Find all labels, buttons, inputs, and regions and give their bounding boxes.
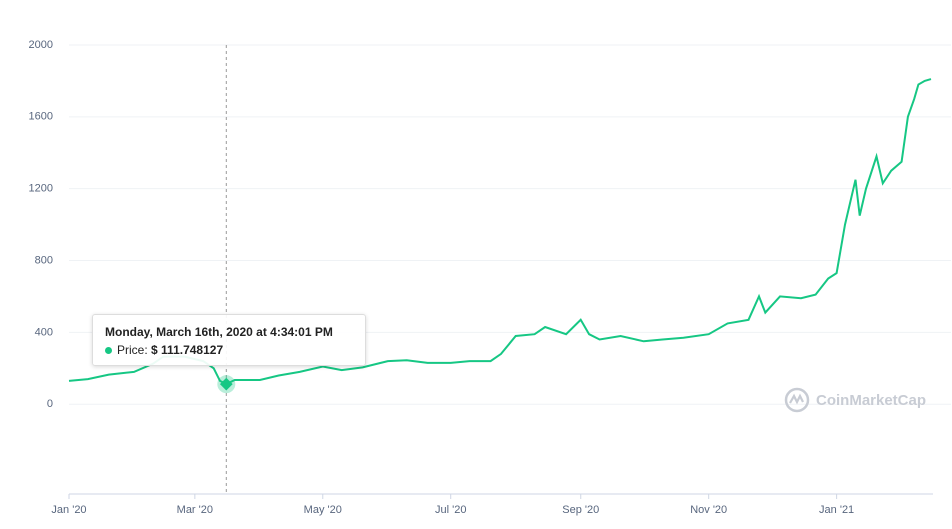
tooltip-label: Price: (117, 343, 148, 357)
y-tick-label: 1600 (29, 111, 53, 123)
hover-marker (219, 377, 233, 391)
x-tick-label: Jul '20 (435, 504, 466, 516)
watermark: CoinMarketCap (784, 387, 926, 413)
tooltip-value: $ 111.748127 (151, 343, 224, 357)
y-tick-label: 800 (35, 254, 53, 266)
tooltip: Monday, March 16th, 2020 at 4:34:01 PM P… (92, 314, 366, 366)
x-tick-label: Mar '20 (177, 504, 213, 516)
y-tick-label: 400 (35, 326, 53, 338)
x-tick-label: Jan '20 (51, 504, 86, 516)
y-tick-label: 1200 (29, 183, 53, 195)
watermark-text: CoinMarketCap (816, 391, 927, 409)
y-tick-label: 0 (47, 398, 53, 410)
x-tick-label: Nov '20 (690, 504, 727, 516)
tooltip-dot (105, 347, 112, 354)
y-tick-label: 2000 (29, 39, 53, 51)
x-tick-label: Sep '20 (562, 504, 599, 516)
tooltip-row: Price: $ 111.748127 (105, 343, 353, 357)
watermark-logo (784, 387, 810, 413)
tooltip-title: Monday, March 16th, 2020 at 4:34:01 PM (105, 325, 333, 339)
x-tick-label: Jan '21 (819, 504, 854, 516)
x-tick-label: May '20 (304, 504, 342, 516)
